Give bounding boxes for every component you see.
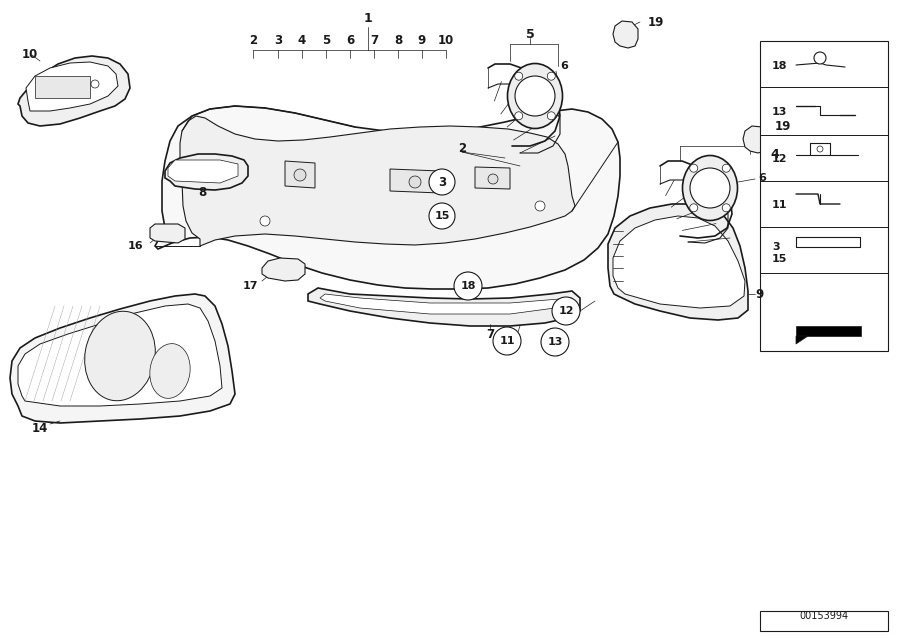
Text: 14: 14 <box>32 422 49 434</box>
Circle shape <box>167 230 173 235</box>
Polygon shape <box>26 62 118 111</box>
Circle shape <box>515 112 523 120</box>
Circle shape <box>515 76 555 116</box>
Circle shape <box>488 174 498 184</box>
Text: 11: 11 <box>772 200 788 210</box>
Ellipse shape <box>682 155 737 221</box>
Text: 3
15: 3 15 <box>772 242 788 264</box>
Circle shape <box>689 204 698 212</box>
Text: 4: 4 <box>298 34 306 46</box>
Text: 19: 19 <box>775 120 791 132</box>
Polygon shape <box>10 294 235 423</box>
Text: 15: 15 <box>435 211 450 221</box>
Ellipse shape <box>85 311 156 401</box>
Text: 3: 3 <box>438 176 446 188</box>
Circle shape <box>409 176 421 188</box>
Polygon shape <box>743 126 768 153</box>
Polygon shape <box>796 336 808 344</box>
Circle shape <box>272 267 276 271</box>
Polygon shape <box>475 167 510 189</box>
Circle shape <box>817 146 823 152</box>
Circle shape <box>288 267 292 271</box>
Polygon shape <box>35 76 90 98</box>
Circle shape <box>204 172 212 180</box>
Circle shape <box>547 73 555 80</box>
Circle shape <box>689 164 698 172</box>
Text: 5: 5 <box>322 34 330 46</box>
Text: 6: 6 <box>346 34 354 46</box>
Polygon shape <box>390 169 440 193</box>
Text: 5: 5 <box>526 27 535 41</box>
Circle shape <box>493 327 521 355</box>
Text: 10: 10 <box>22 48 38 60</box>
Text: 8: 8 <box>394 34 402 46</box>
Circle shape <box>280 267 284 271</box>
Circle shape <box>541 328 569 356</box>
Circle shape <box>690 168 730 208</box>
Text: 13: 13 <box>772 107 788 117</box>
Text: 10: 10 <box>438 34 454 46</box>
Text: 2: 2 <box>458 141 466 155</box>
Polygon shape <box>155 106 620 289</box>
Text: 18: 18 <box>460 281 476 291</box>
Circle shape <box>515 73 523 80</box>
Text: 6: 6 <box>758 173 766 183</box>
Text: 11: 11 <box>500 336 515 346</box>
Text: 00153994: 00153994 <box>799 611 849 621</box>
Text: 13: 13 <box>547 337 562 347</box>
Polygon shape <box>165 154 248 190</box>
Polygon shape <box>18 56 130 126</box>
Polygon shape <box>320 294 572 314</box>
Text: 2: 2 <box>249 34 257 46</box>
Polygon shape <box>150 224 185 243</box>
Ellipse shape <box>149 343 190 398</box>
Circle shape <box>535 201 545 211</box>
Bar <box>760 41 888 351</box>
Text: 1: 1 <box>364 13 373 25</box>
Text: 3: 3 <box>274 34 282 46</box>
Text: 9: 9 <box>755 287 763 300</box>
Polygon shape <box>308 288 580 326</box>
Polygon shape <box>608 204 748 320</box>
Circle shape <box>454 272 482 300</box>
Text: 7: 7 <box>370 34 378 46</box>
Polygon shape <box>285 161 315 188</box>
Text: 19: 19 <box>648 15 664 29</box>
Circle shape <box>723 164 730 172</box>
Polygon shape <box>613 21 638 48</box>
Circle shape <box>429 169 455 195</box>
Bar <box>760 611 888 631</box>
Text: 9: 9 <box>418 34 426 46</box>
Polygon shape <box>613 216 745 308</box>
Text: 12: 12 <box>558 306 574 316</box>
Circle shape <box>552 297 580 325</box>
Bar <box>796 326 861 336</box>
Text: 18: 18 <box>772 61 788 71</box>
Text: 7: 7 <box>486 328 494 340</box>
Text: 17: 17 <box>242 281 258 291</box>
Circle shape <box>547 112 555 120</box>
Text: 6: 6 <box>560 61 568 71</box>
Text: 4: 4 <box>770 148 779 160</box>
Text: 12: 12 <box>772 154 788 164</box>
Polygon shape <box>18 304 222 406</box>
Text: 16: 16 <box>128 241 143 251</box>
Ellipse shape <box>508 64 562 128</box>
Polygon shape <box>180 116 575 246</box>
Polygon shape <box>262 258 305 281</box>
Circle shape <box>429 203 455 229</box>
Circle shape <box>294 169 306 181</box>
Circle shape <box>91 80 99 88</box>
Polygon shape <box>168 160 238 183</box>
Circle shape <box>159 230 165 235</box>
Circle shape <box>260 216 270 226</box>
Circle shape <box>723 204 730 212</box>
Text: 8: 8 <box>198 186 206 200</box>
Circle shape <box>814 52 826 64</box>
